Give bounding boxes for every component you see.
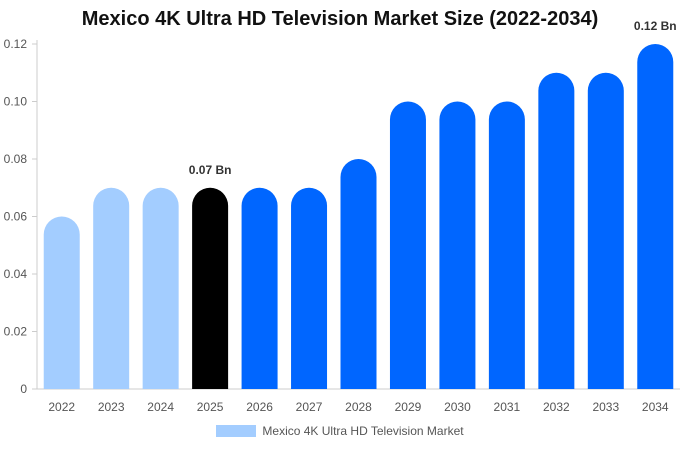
y-tick-label: 0 [20,382,27,396]
x-tick-label: 2027 [296,400,323,414]
x-tick-label: 2031 [494,400,521,414]
bar-2033[interactable] [587,72,624,389]
x-tick-label: 2029 [395,400,422,414]
x-tick-label: 2026 [246,400,273,414]
bar-2024[interactable] [142,187,179,389]
x-tick-label: 2022 [48,400,75,414]
y-tick-label: 0.04 [4,267,28,281]
legend-label: Mexico 4K Ultra HD Television Market [262,424,464,438]
y-tick-label: 0.12 [4,37,28,51]
bar-2022[interactable] [43,216,80,390]
bar-2028[interactable] [340,159,377,389]
bar-2026[interactable] [241,187,278,389]
y-tick-label: 0.08 [4,152,28,166]
data-label: 0.07 Bn [189,163,232,177]
bar-2023[interactable] [93,187,130,389]
x-tick-label: 2028 [345,400,372,414]
bar-2032[interactable] [538,72,575,389]
bar-2029[interactable] [389,101,426,390]
bar-2027[interactable] [291,187,328,389]
bar-2025[interactable] [192,187,229,389]
x-tick-label: 2030 [444,400,471,414]
bar-2031[interactable] [488,101,525,389]
y-tick-label: 0.06 [4,210,28,224]
x-tick-label: 2034 [642,400,669,414]
y-tick-label: 0.02 [4,325,28,339]
chart-title: Mexico 4K Ultra HD Television Market Siz… [81,8,599,30]
x-tick-label: 2033 [592,400,619,414]
bar-2030[interactable] [439,101,476,390]
bar-2034[interactable] [637,44,674,389]
legend[interactable]: Mexico 4K Ultra HD Television Market [0,424,680,438]
x-tick-label: 2032 [543,400,570,414]
y-tick-label: 0.10 [4,95,28,109]
legend-swatch [216,425,257,437]
x-tick-label: 2024 [147,400,174,414]
x-tick-label: 2025 [197,400,224,414]
data-label: 0.12 Bn [634,19,677,33]
x-tick-label: 2023 [98,400,125,414]
